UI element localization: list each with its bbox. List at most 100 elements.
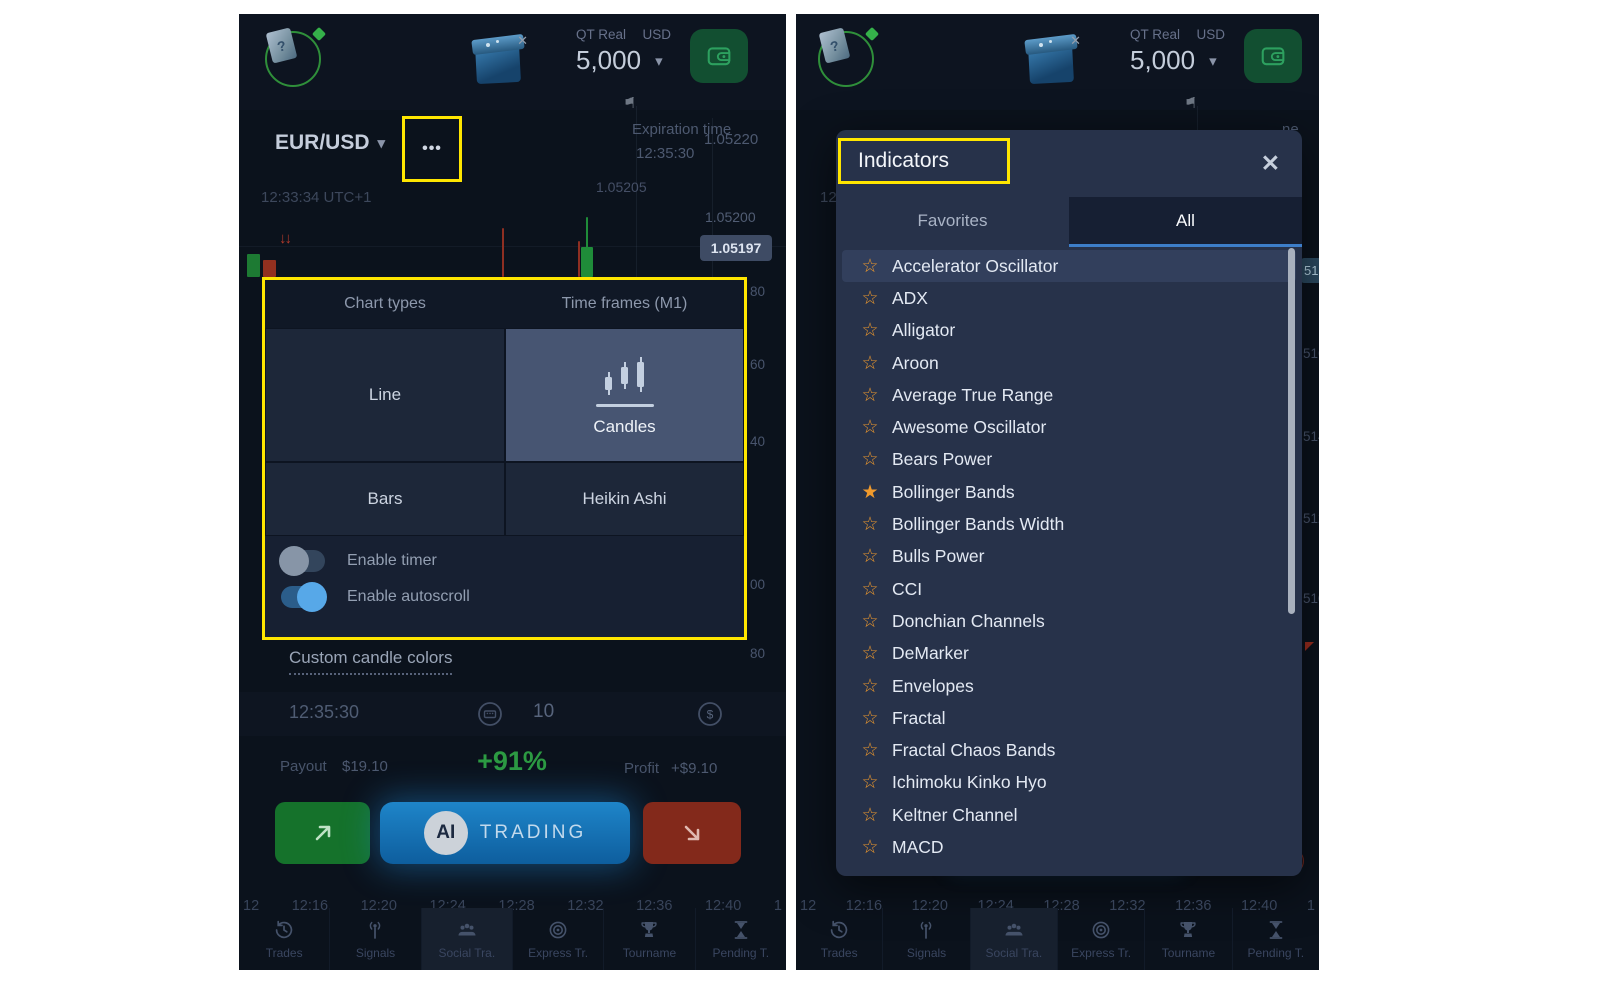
dollar-icon[interactable]: $ [697, 701, 723, 727]
favorite-star-icon[interactable]: ☆ [861, 417, 879, 439]
custom-candle-colors-link[interactable]: Custom candle colors [289, 648, 453, 675]
gift-close-icon[interactable]: ✕ [517, 33, 528, 48]
app-logo[interactable]: ? [265, 26, 327, 87]
favorite-star-icon[interactable]: ☆ [861, 740, 879, 762]
expiration-flag-icon: ⚑ [1184, 95, 1198, 112]
favorite-star-icon[interactable]: ☆ [861, 449, 879, 471]
balance-selector[interactable]: 5,000 ▾ [1130, 45, 1217, 76]
time-tick: 12:16 [845, 898, 883, 914]
trade-amount-field[interactable]: 10 [533, 701, 555, 722]
indicator-row[interactable]: ☆ Fractal [842, 702, 1296, 734]
enable-timer-toggle[interactable] [279, 546, 325, 576]
scrollbar[interactable] [1288, 248, 1295, 614]
favorite-star-icon[interactable]: ☆ [861, 255, 879, 277]
favorite-star-icon[interactable]: ☆ [861, 675, 879, 697]
favorite-star-icon[interactable]: ☆ [861, 643, 879, 665]
indicator-row[interactable]: ☆ Keltner Channel [842, 799, 1296, 831]
indicator-row[interactable]: ☆ Average True Range [842, 379, 1296, 411]
indicator-row[interactable]: ☆ Alligator [842, 315, 1296, 347]
gift-close-icon[interactable]: ✕ [1070, 33, 1081, 48]
nav-social-trading[interactable]: Social Tra. [969, 908, 1057, 970]
indicator-list: ☆ Accelerator Oscillator ☆ ADX ☆ Alligat… [836, 250, 1302, 864]
indicator-name: Alligator [892, 320, 956, 341]
indicator-row[interactable]: ☆ Donchian Channels [842, 605, 1296, 637]
price-fragment: 5160 [1303, 346, 1319, 361]
favorite-star-icon[interactable]: ☆ [861, 514, 879, 536]
enable-autoscroll-label: Enable autoscroll [347, 588, 470, 605]
indicator-row[interactable]: ☆ Bulls Power [842, 541, 1296, 573]
favorite-star-icon[interactable]: ☆ [861, 578, 879, 600]
nav-trades[interactable]: Trades [796, 908, 882, 970]
favorite-star-icon[interactable]: ☆ [861, 610, 879, 632]
wallet-button[interactable] [1244, 29, 1302, 83]
account-type[interactable]: QT Real USD [576, 26, 671, 44]
indicator-row[interactable]: ☆ Bears Power [842, 444, 1296, 476]
indicator-row[interactable]: ☆ ADX [842, 282, 1296, 314]
signals-icon [370, 921, 381, 939]
currency-label: USD [642, 27, 671, 42]
close-icon[interactable]: ✕ [1260, 150, 1280, 176]
keyboard-icon[interactable] [477, 701, 503, 727]
gift-box-promo[interactable]: ✕ [471, 31, 532, 91]
indicator-row[interactable]: ☆ DeMarker [842, 638, 1296, 670]
trade-time-field[interactable]: 12:35:30 [289, 702, 360, 722]
tab-favorites[interactable]: Favorites [917, 210, 988, 230]
nav-pending-trades[interactable]: Pending T. [1231, 908, 1319, 970]
indicator-name: Bears Power [892, 449, 993, 470]
buy-button[interactable] [275, 802, 370, 864]
ai-badge: AI [423, 811, 468, 855]
app-logo[interactable]: ? [818, 26, 880, 87]
indicator-row[interactable]: ☆ Fractal Chaos Bands [842, 734, 1296, 766]
enable-autoscroll-toggle[interactable] [281, 582, 327, 612]
wallet-icon [707, 47, 731, 66]
expiration-time: 12:35:30 [636, 145, 695, 162]
ai-trading-button[interactable]: AI TRADING [380, 802, 630, 864]
indicator-row[interactable]: ☆ Awesome Oscillator [842, 411, 1296, 443]
candle-wick-red [578, 241, 580, 277]
nav-express-trades[interactable]: Express Tr. [1056, 908, 1144, 970]
favorite-star-icon[interactable]: ☆ [861, 772, 879, 794]
nav-tournaments[interactable]: Tourname [1144, 908, 1231, 970]
chart-settings-more-button[interactable]: ••• [422, 140, 442, 157]
nav-pending-trades[interactable]: Pending T. [694, 908, 786, 970]
favorite-star-icon[interactable]: ☆ [861, 384, 879, 406]
indicator-row[interactable]: ☆ Accelerator Oscillator [842, 250, 1296, 283]
favorite-star-icon[interactable]: ☆ [861, 546, 879, 568]
asset-pair-selector[interactable]: EUR/USD ▾ [275, 131, 385, 155]
time-tick: 12:20 [360, 898, 397, 914]
history-icon [275, 920, 293, 939]
chart-type-heikin-ashi[interactable]: Heikin Ashi [505, 462, 744, 536]
indicator-row[interactable]: ★ Bollinger Bands [842, 476, 1296, 508]
favorite-star-icon[interactable]: ★ [861, 481, 879, 503]
nav-trades[interactable]: Trades [239, 908, 329, 970]
favorite-star-icon[interactable]: ☆ [861, 707, 879, 729]
indicator-row[interactable]: ☆ Aroon [842, 347, 1296, 379]
indicator-row[interactable]: ☆ Envelopes [842, 670, 1296, 702]
nav-tournaments[interactable]: Tourname [603, 908, 694, 970]
sell-button[interactable] [643, 802, 741, 864]
nav-social-trading[interactable]: Social Tra. [420, 908, 512, 970]
indicator-row[interactable]: ☆ CCI [842, 573, 1296, 605]
chart-type-line[interactable]: Line [265, 328, 505, 462]
signals-icon [921, 921, 932, 939]
chart-type-candles[interactable]: Candles [505, 328, 744, 462]
chart-type-bars[interactable]: Bars [265, 462, 505, 536]
wallet-button[interactable] [690, 29, 748, 83]
indicator-row[interactable]: ☆ Bollinger Bands Width [842, 508, 1296, 540]
indicator-row[interactable]: ☆ MACD [842, 831, 1296, 863]
gift-box-promo[interactable]: ✕ [1024, 31, 1085, 91]
indicator-row[interactable]: ☆ Ichimoku Kinko Hyo [842, 767, 1296, 799]
pending-trades-icon [734, 921, 748, 939]
favorite-star-icon[interactable]: ☆ [861, 836, 879, 858]
favorite-star-icon[interactable]: ☆ [861, 352, 879, 374]
favorite-star-icon[interactable]: ☆ [861, 320, 879, 342]
balance-selector[interactable]: 5,000 ▾ [576, 45, 663, 76]
account-type[interactable]: QT Real USD [1130, 26, 1225, 44]
tab-all[interactable]: All [1069, 197, 1302, 247]
nav-signals[interactable]: Signals [329, 908, 420, 970]
favorite-star-icon[interactable]: ☆ [861, 804, 879, 826]
nav-express-trades[interactable]: Express Tr. [511, 908, 603, 970]
tournaments-icon [641, 922, 658, 937]
nav-signals[interactable]: Signals [882, 908, 969, 970]
favorite-star-icon[interactable]: ☆ [861, 287, 879, 309]
